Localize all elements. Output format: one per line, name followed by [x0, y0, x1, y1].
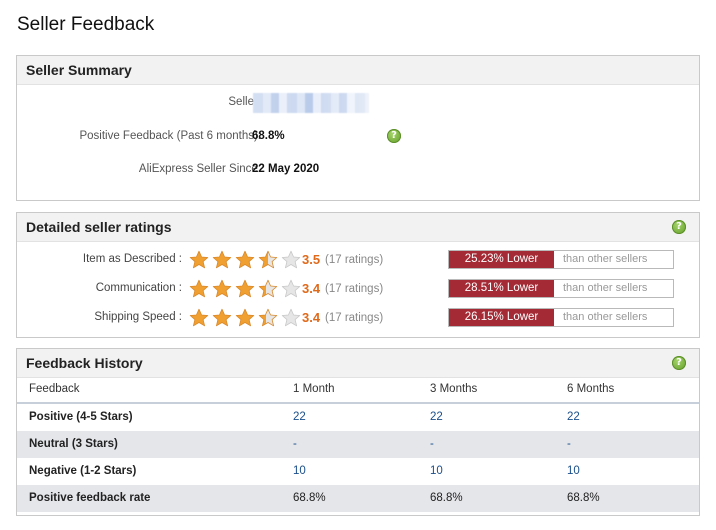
comparison-box: 26.15% Lower than other sellers [448, 308, 674, 327]
seller-summary-panel: Seller Summary Seller: Positive Feedback… [16, 55, 700, 201]
table-header-row: Feedback 1 Month 3 Months 6 Months [17, 377, 699, 404]
feedback-history-header: Feedback History ? [17, 349, 699, 378]
star-icon [189, 308, 209, 327]
star-icon [281, 250, 301, 269]
star-icon [212, 308, 232, 327]
rating-label: Shipping Speed : [94, 311, 182, 323]
comparison-badge: 25.23% Lower [449, 251, 554, 268]
comparison-text: than other sellers [563, 311, 648, 323]
rating-count: (17 ratings) [325, 312, 384, 324]
positive-feedback-label: Positive Feedback (Past 6 months): [79, 130, 261, 142]
help-icon[interactable]: ? [672, 220, 686, 234]
row-label: Positive feedback rate [29, 492, 151, 504]
star-icon [281, 279, 301, 298]
positive-feedback-value: 68.8% [252, 130, 285, 142]
help-icon[interactable]: ? [387, 129, 401, 143]
star-icon [258, 308, 278, 327]
star-icon [258, 250, 278, 269]
neutral-1-month-link[interactable]: - [293, 438, 297, 450]
rating-label: Item as Described : [82, 253, 182, 265]
seller-since-value: 22 May 2020 [252, 163, 320, 175]
feedback-history-panel: Feedback History ? Feedback 1 Month 3 Mo… [16, 348, 700, 516]
detailed-ratings-header: Detailed seller ratings ? [17, 213, 699, 242]
help-icon[interactable]: ? [672, 356, 686, 370]
neutral-3-months-link[interactable]: - [430, 438, 434, 450]
rating-row-shipping-speed: Shipping Speed : 3.4 (17 ratings) 26.15%… [17, 307, 699, 329]
table-row-neutral: Neutral (3 Stars) - - - [17, 431, 699, 458]
comparison-box: 28.51% Lower than other sellers [448, 279, 674, 298]
positive-rate-3-months: 68.8% [430, 492, 463, 504]
neutral-6-months-link[interactable]: - [567, 438, 571, 450]
star-icon [235, 279, 255, 298]
row-label: Positive (4-5 Stars) [29, 411, 133, 423]
comparison-badge: 28.51% Lower [449, 280, 554, 297]
column-header-6-months: 6 Months [567, 383, 615, 395]
negative-1-month-link[interactable]: 10 [293, 465, 306, 477]
rating-label: Communication : [95, 282, 182, 294]
column-header-feedback: Feedback [29, 383, 80, 395]
detailed-ratings-title: Detailed seller ratings [26, 219, 172, 235]
feedback-history-table: Feedback 1 Month 3 Months 6 Months Posit… [17, 377, 699, 512]
rating-score: 3.4 [302, 281, 321, 296]
column-header-3-months: 3 Months [430, 383, 478, 395]
seller-label: Seller: [228, 96, 261, 108]
rating-row-communication: Communication : 3.4 (17 ratings) 28.51% … [17, 278, 699, 300]
negative-6-months-link[interactable]: 10 [567, 465, 580, 477]
positive-6-months-link[interactable]: 22 [567, 411, 580, 423]
negative-3-months-link[interactable]: 10 [430, 465, 443, 477]
star-icon [258, 279, 278, 298]
comparison-text: than other sellers [563, 282, 648, 294]
positive-rate-1-month: 68.8% [293, 492, 326, 504]
star-icon [189, 279, 209, 298]
table-row-positive: Positive (4-5 Stars) 22 22 22 [17, 404, 699, 431]
star-icon [212, 250, 232, 269]
seller-name-redacted [253, 93, 369, 113]
positive-3-months-link[interactable]: 22 [430, 411, 443, 423]
column-header-1-month: 1 Month [293, 383, 335, 395]
seller-summary-header: Seller Summary [17, 56, 699, 85]
seller-since-label: AliExpress Seller Since: [138, 163, 261, 175]
star-icon [189, 250, 209, 269]
rating-row-item-described: Item as Described : 3.5 (17 ratings) 25.… [17, 249, 699, 271]
star-icon [212, 279, 232, 298]
rating-count: (17 ratings) [325, 283, 384, 295]
comparison-badge: 26.15% Lower [449, 309, 554, 326]
detailed-ratings-panel: Detailed seller ratings ? Item as Descri… [16, 212, 700, 338]
row-label: Neutral (3 Stars) [29, 438, 118, 450]
table-row-positive-rate: Positive feedback rate 68.8% 68.8% 68.8% [17, 485, 699, 512]
star-icon [235, 250, 255, 269]
positive-rate-6-months: 68.8% [567, 492, 600, 504]
comparison-box: 25.23% Lower than other sellers [448, 250, 674, 269]
rating-score: 3.5 [302, 252, 321, 267]
feedback-history-title: Feedback History [26, 355, 143, 371]
table-row-negative: Negative (1-2 Stars) 10 10 10 [17, 458, 699, 485]
page-title: Seller Feedback [17, 14, 155, 35]
comparison-text: than other sellers [563, 253, 648, 265]
rating-count: (17 ratings) [325, 254, 384, 266]
star-icon [235, 308, 255, 327]
rating-score: 3.4 [302, 310, 321, 325]
row-label: Negative (1-2 Stars) [29, 465, 137, 477]
star-icon [281, 308, 301, 327]
seller-summary-title: Seller Summary [26, 62, 132, 78]
positive-1-month-link[interactable]: 22 [293, 411, 306, 423]
